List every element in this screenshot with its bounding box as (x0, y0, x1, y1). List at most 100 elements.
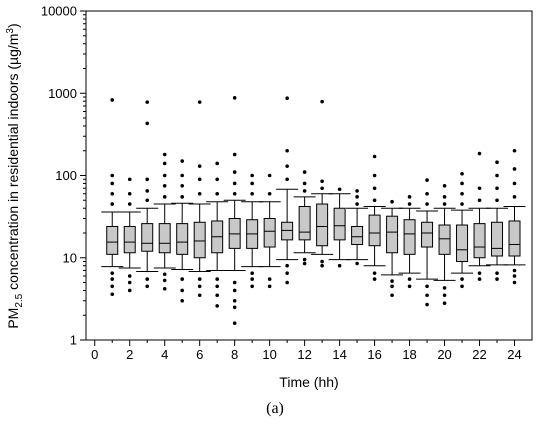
outlier-point (232, 298, 237, 303)
outlier-point (180, 159, 184, 163)
outlier-point (110, 277, 115, 281)
outlier-point (232, 321, 237, 326)
outlier-point (127, 280, 132, 285)
outlier-point (512, 280, 517, 285)
outlier-point (512, 274, 517, 278)
outlier-point (250, 277, 254, 281)
x-tick-label: 6 (196, 347, 203, 362)
outlier-point (355, 189, 359, 193)
outlier-point (320, 179, 324, 184)
outlier-point (267, 277, 272, 281)
outlier-point (232, 288, 237, 293)
outlier-point (215, 304, 219, 308)
outlier-point (425, 302, 429, 307)
box-iqr (333, 207, 346, 241)
outlier-point (162, 161, 167, 166)
outlier-point (145, 189, 150, 193)
outlier-point (495, 186, 499, 191)
outlier-point (407, 284, 412, 289)
outlier-point (127, 202, 132, 206)
box-iqr (281, 221, 294, 241)
outlier-point (127, 274, 132, 278)
outlier-point (512, 181, 517, 186)
box-iqr (368, 214, 381, 247)
outlier-point (110, 173, 115, 178)
outlier-point (302, 257, 307, 262)
y-axis-title-post: ) (5, 23, 21, 28)
outlier-point (232, 152, 237, 157)
outlier-point (285, 177, 289, 182)
outlier-point (285, 148, 289, 153)
outlier-point (460, 284, 464, 289)
outlier-point (390, 284, 394, 289)
outlier-point (145, 284, 150, 289)
outlier-point (372, 186, 377, 191)
y-axis-title-sup: 3 (5, 28, 16, 34)
outlier-point (302, 181, 307, 186)
outlier-point (477, 271, 482, 275)
outlier-point (390, 199, 394, 204)
box-iqr (193, 221, 206, 259)
outlier-point (512, 167, 517, 171)
outlier-point (285, 271, 289, 275)
outlier-point (232, 96, 237, 100)
outlier-point (180, 173, 184, 178)
outlier-point (442, 183, 447, 188)
outlier-point (320, 99, 324, 104)
figure-caption: (a) (266, 400, 284, 417)
outlier-point (460, 191, 464, 196)
outlier-point (110, 98, 115, 102)
outlier-point (110, 292, 115, 297)
outlier-point (372, 271, 377, 275)
outlier-point (407, 202, 412, 206)
outlier-point (232, 170, 237, 174)
outlier-point (442, 202, 447, 206)
x-tick-label: 2 (126, 347, 133, 362)
outlier-point (162, 278, 167, 283)
outlier-point (302, 261, 307, 266)
outlier-point (460, 171, 464, 176)
outlier-point (250, 173, 254, 178)
outlier-point (442, 301, 447, 306)
box-iqr (106, 225, 119, 255)
outlier-point (110, 284, 115, 289)
outlier-point (232, 181, 237, 186)
y-tick-label: 10000 (41, 4, 77, 19)
outlier-point (197, 177, 202, 182)
outlier-point (145, 177, 150, 182)
y-tick-label: 1000 (48, 86, 77, 101)
outlier-point (372, 277, 377, 281)
outlier-point (495, 271, 499, 275)
outlier-point (425, 191, 429, 196)
outlier-point (197, 191, 202, 196)
outlier-point (495, 198, 499, 203)
outlier-point (162, 152, 167, 157)
outlier-point (162, 195, 167, 199)
outlier-point (285, 263, 289, 268)
outlier-point (512, 195, 517, 199)
outlier-point (162, 183, 167, 188)
outlier-point (512, 148, 517, 153)
outlier-point (180, 277, 184, 281)
outlier-point (477, 198, 482, 203)
outlier-point (180, 195, 184, 199)
x-tick-label: 14 (332, 347, 346, 362)
x-tick-label: 16 (367, 347, 381, 362)
x-tick-label: 12 (297, 347, 311, 362)
outlier-point (337, 187, 342, 192)
outlier-point (197, 100, 202, 104)
outlier-point (355, 195, 359, 199)
outlier-point (215, 284, 219, 289)
outlier-point (355, 261, 359, 266)
outlier-point (110, 191, 115, 196)
box-iqr (386, 215, 399, 254)
outlier-point (320, 259, 324, 264)
outlier-point (285, 96, 289, 101)
outlier-point (495, 160, 499, 165)
outlier-point (197, 277, 202, 281)
outlier-point (250, 181, 254, 186)
box-iqr (176, 223, 189, 255)
y-axis-title: PM2.5 concentration in residential indoo… (5, 23, 25, 328)
outlier-point (267, 173, 272, 178)
